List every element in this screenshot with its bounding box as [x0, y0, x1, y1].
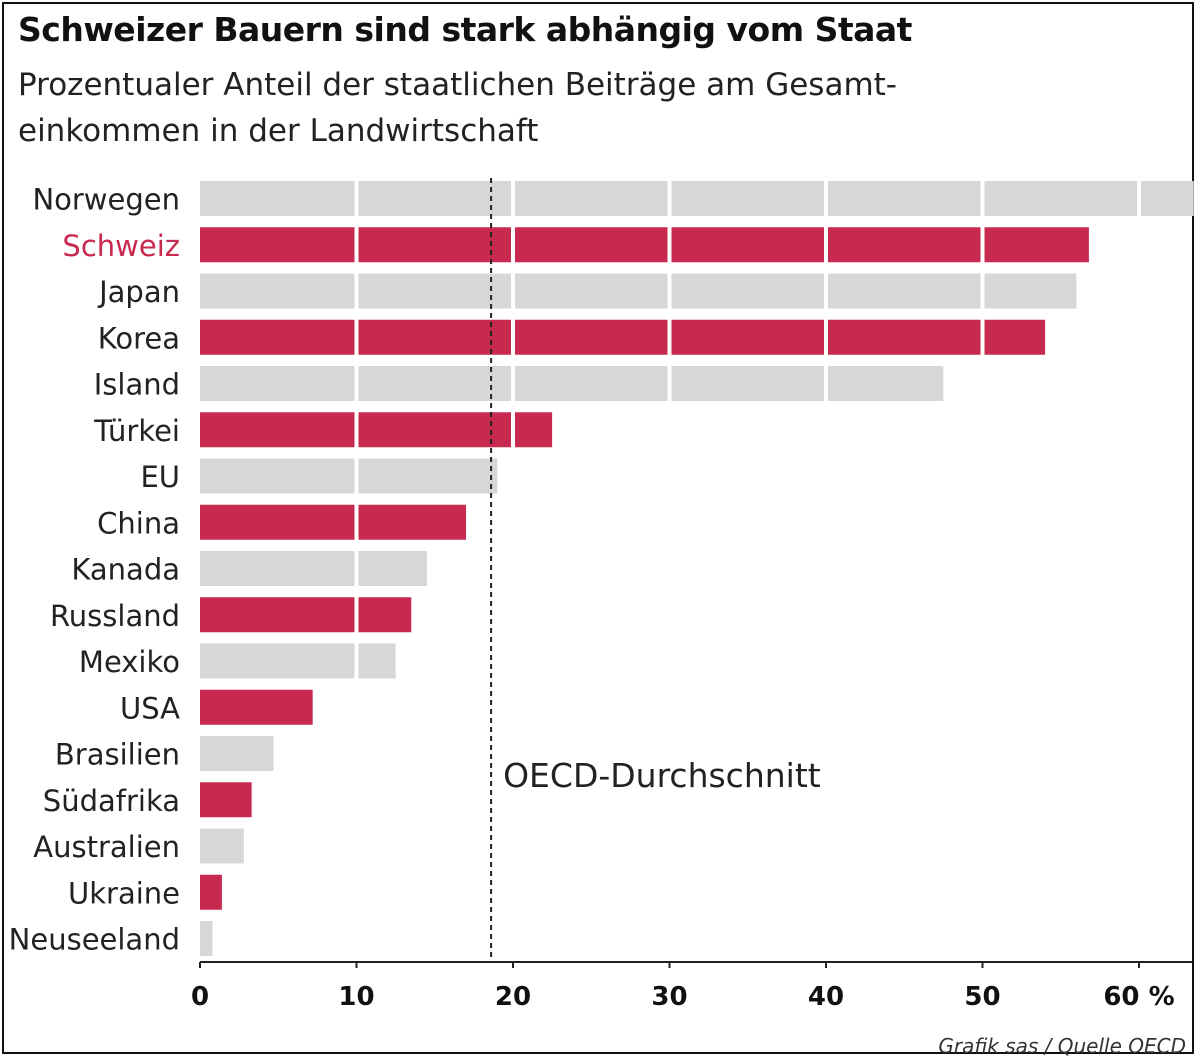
- category-label-südafrika: Südafrika: [43, 784, 180, 818]
- category-label-eu: EU: [140, 460, 180, 494]
- category-label-japan: Japan: [97, 275, 180, 309]
- category-label-china: China: [97, 506, 180, 540]
- bar-eu: [200, 458, 498, 494]
- bar-südafrika: [200, 782, 252, 818]
- x-tick-label-40: 40: [808, 982, 844, 1012]
- category-label-neuseeland: Neuseeland: [9, 923, 180, 957]
- category-label-türkei: Türkei: [93, 414, 180, 448]
- bar-china: [200, 504, 467, 540]
- bar-australien: [200, 828, 244, 864]
- bar-russland: [200, 597, 412, 633]
- bar-korea: [200, 319, 1046, 355]
- category-label-ukraine: Ukraine: [68, 876, 180, 910]
- x-tick-label-50: 50: [964, 982, 1000, 1012]
- bar-kanada: [200, 551, 427, 586]
- category-label-kanada: Kanada: [71, 553, 180, 587]
- category-label-korea: Korea: [98, 321, 180, 355]
- source-credit: Grafik sas / Quelle OECD: [938, 1034, 1186, 1058]
- bar-japan: [200, 273, 1077, 309]
- chart-subtitle: Prozentualer Anteil der staatlichen Beit…: [18, 67, 897, 149]
- bar-schweiz: [200, 227, 1089, 263]
- x-tick-label-60: 60 %: [1103, 982, 1174, 1012]
- category-label-usa: USA: [120, 691, 180, 725]
- x-tick-label-30: 30: [651, 982, 687, 1012]
- x-tick-label-10: 10: [338, 982, 374, 1012]
- category-label-norwegen: Norwegen: [32, 183, 180, 217]
- x-tick-label-0: 0: [191, 982, 209, 1012]
- category-label-island: Island: [94, 368, 180, 402]
- chart-title: Schweizer Bauern sind stark abhängig vom…: [18, 10, 912, 49]
- bar-türkei: [200, 412, 553, 448]
- bar-island: [200, 366, 944, 401]
- category-label-schweiz: Schweiz: [62, 229, 180, 263]
- bar-mexiko: [200, 643, 396, 679]
- category-label-brasilien: Brasilien: [55, 738, 180, 772]
- bar-neuseeland: [200, 921, 213, 956]
- bar-norwegen: [200, 181, 1194, 216]
- bar-usa: [200, 689, 313, 725]
- category-label-russland: Russland: [50, 599, 180, 633]
- x-tick-label-20: 20: [495, 982, 531, 1012]
- category-label-australien: Australien: [33, 830, 180, 864]
- bar-ukraine: [200, 874, 222, 910]
- oecd-average-label: OECD-Durchschnitt: [503, 756, 821, 795]
- category-label-mexiko: Mexiko: [79, 645, 180, 679]
- bar-brasilien: [200, 736, 274, 771]
